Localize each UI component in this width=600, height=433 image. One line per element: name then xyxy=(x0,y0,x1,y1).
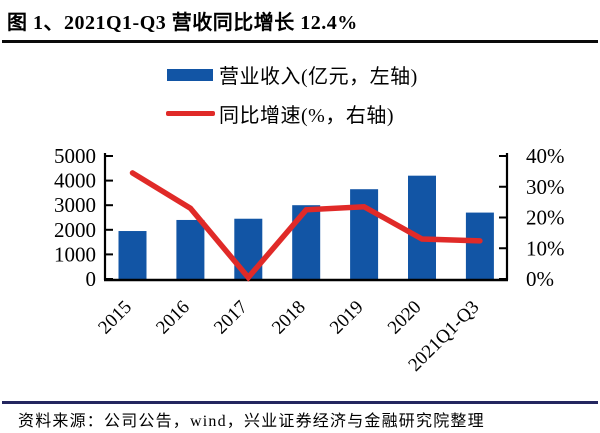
figure-title: 图 1、2021Q1-Q3 营收同比增长 12.4% xyxy=(7,12,358,34)
bar-2021Q1-Q3 xyxy=(465,212,494,280)
right-axis-tick-label: 30% xyxy=(526,175,565,199)
bar-2020 xyxy=(408,175,436,280)
title-divider xyxy=(2,40,598,43)
left-axis-tick-label: 4000 xyxy=(54,169,96,193)
bar-2019 xyxy=(350,189,379,280)
x-axis-label-2017: 2017 xyxy=(210,297,252,339)
x-axis-label-2020: 2020 xyxy=(384,297,426,339)
x-axis-label-2015: 2015 xyxy=(94,297,136,339)
left-axis-tick-label: 1000 xyxy=(54,242,96,266)
bar-2018 xyxy=(292,205,321,280)
x-axis-label-2018: 2018 xyxy=(268,297,310,339)
source-note: 资料来源：公司公告，wind，兴业证券经济与金融研究院整理 xyxy=(18,413,485,430)
right-axis-tick-label: 40% xyxy=(526,144,565,168)
right-axis-tick-label: 10% xyxy=(526,236,565,260)
legend-item-growth: 同比增速(%，右轴) xyxy=(166,99,394,128)
bar-2016 xyxy=(176,219,205,280)
growth-line-swatch-icon xyxy=(166,111,215,116)
revenue-bar-swatch-icon xyxy=(167,68,213,81)
source-divider xyxy=(2,401,598,404)
growth-line xyxy=(129,170,483,282)
bar-2017 xyxy=(234,218,263,280)
revenue-legend-label: 营业收入(亿元，左轴) xyxy=(219,66,418,88)
x-axis-label-2019: 2019 xyxy=(326,297,368,339)
left-axis-tick-label: 3000 xyxy=(54,193,96,217)
x-axis-label-2016: 2016 xyxy=(152,297,194,339)
right-axis-tick-label: 0% xyxy=(526,267,554,291)
left-axis-tick-label: 2000 xyxy=(54,218,96,242)
right-axis-tick-label: 20% xyxy=(526,206,565,230)
legend-item-revenue: 营业收入(亿元，左轴) xyxy=(167,60,418,89)
bar-2015 xyxy=(118,231,147,280)
left-axis-tick-label: 5000 xyxy=(54,144,96,168)
growth-legend-label: 同比增速(%，右轴) xyxy=(219,105,394,127)
left-axis-tick-label: 0 xyxy=(86,267,97,291)
